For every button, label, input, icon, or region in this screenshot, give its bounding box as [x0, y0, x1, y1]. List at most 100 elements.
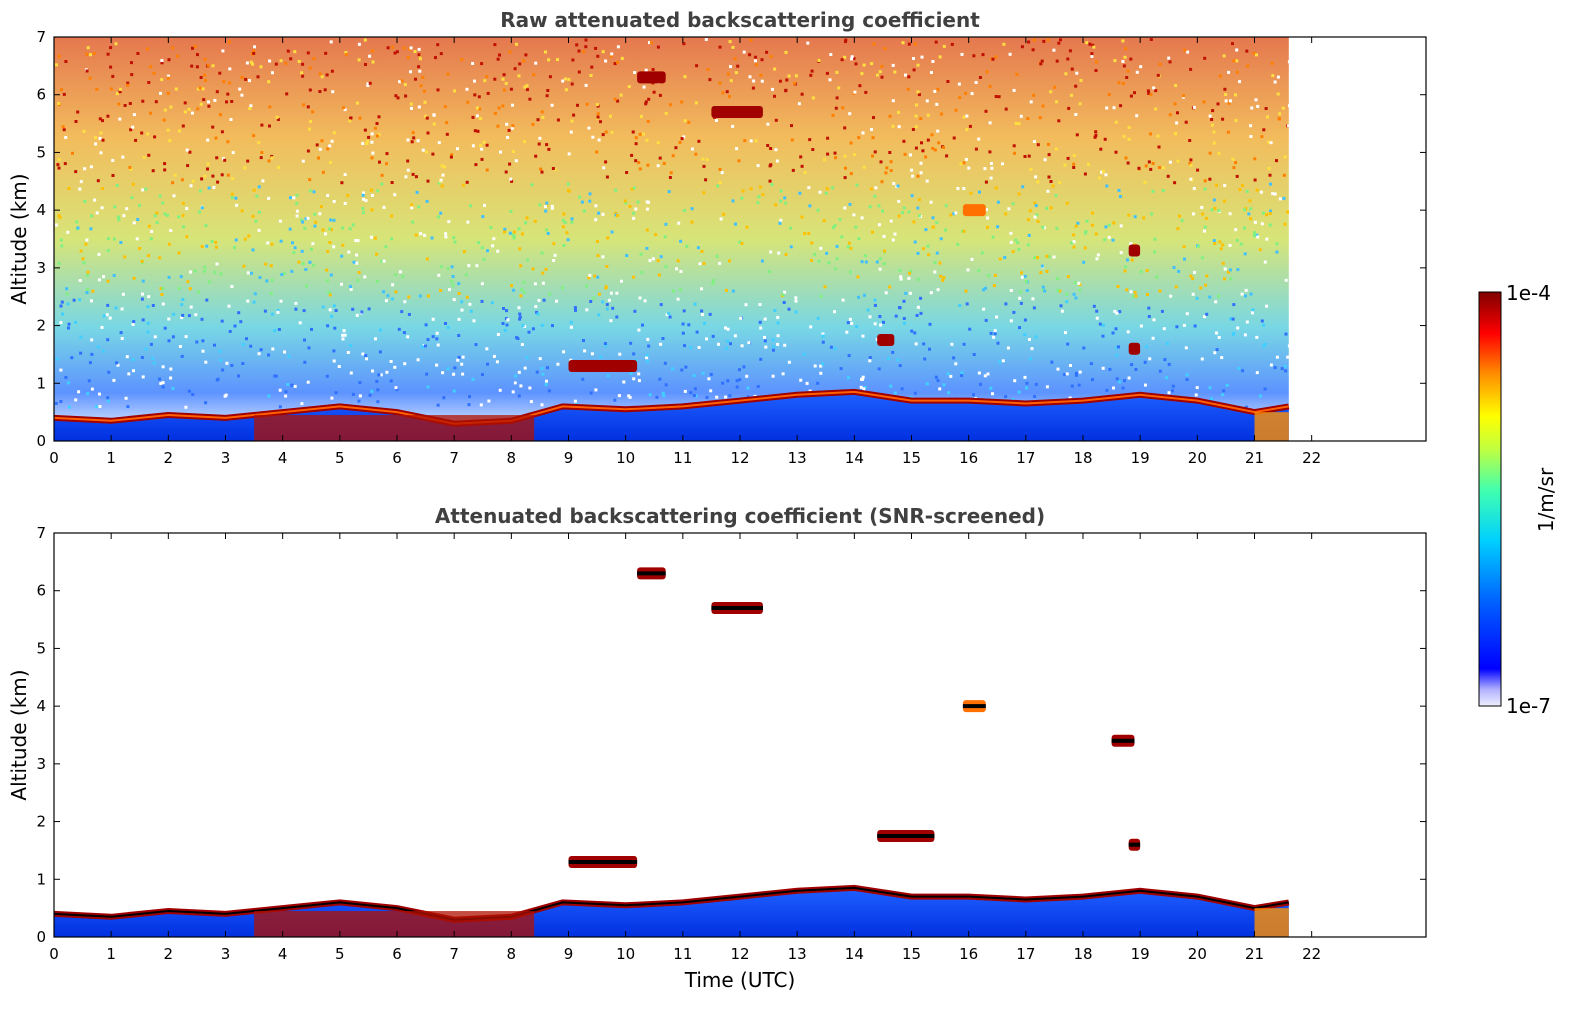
- x-tick-label: 0: [49, 945, 59, 963]
- x-tick-label: 3: [221, 945, 231, 963]
- x-tick-label: 14: [845, 945, 864, 963]
- cloud-feature: [877, 334, 895, 346]
- y-tick-label: 0: [36, 432, 46, 450]
- x-tick-label: 15: [902, 945, 921, 963]
- x-tick-label: 11: [673, 449, 692, 467]
- noise-speckle: [54, 38, 1291, 410]
- y-tick-label: 4: [36, 697, 46, 715]
- colorbar: 1e-4 1e-7 1/m/sr: [1478, 281, 1558, 718]
- residual-layer: [254, 911, 535, 937]
- x-tick-label: 10: [616, 945, 635, 963]
- x-tick-label: 2: [164, 449, 174, 467]
- cloud-feature: [1128, 342, 1141, 355]
- y-tick-label: 5: [36, 143, 46, 161]
- x-tick-label: 18: [1073, 449, 1092, 467]
- cloud-feature: [711, 106, 763, 118]
- x-tick-label: 19: [1131, 449, 1150, 467]
- y-tick-label: 2: [36, 813, 46, 831]
- cloud-core: [877, 834, 935, 838]
- heatmap-field: [53, 567, 1290, 937]
- y-ticks: 0 1 2 3 4 5 6 7: [36, 524, 1426, 946]
- x-tick-label: 3: [221, 449, 231, 467]
- x-axis-label: Time (UTC): [684, 968, 796, 992]
- cloud-feature: [1128, 244, 1141, 257]
- boundary-layer-edge: [53, 390, 1289, 425]
- x-tick-label: 8: [507, 449, 517, 467]
- x-tick-label: 11: [673, 945, 692, 963]
- x-tick-label: 19: [1131, 945, 1150, 963]
- y-tick-label: 2: [36, 317, 46, 335]
- cloud-core: [711, 606, 763, 610]
- x-tick-label: 13: [788, 945, 807, 963]
- panel-raw: Raw attenuated backscattering coefficien…: [7, 8, 1427, 467]
- y-axis-label: Altitude (km): [7, 173, 31, 304]
- x-tick-label: 0: [49, 449, 59, 467]
- x-tick-label: 1: [106, 449, 116, 467]
- x-tick-label: 21: [1245, 945, 1264, 963]
- x-tick-label: 6: [392, 449, 402, 467]
- panel-title: Raw attenuated backscattering coefficien…: [500, 8, 980, 32]
- boundary-layer-edge: [53, 886, 1289, 921]
- cloud-core: [962, 704, 986, 709]
- x-tick-label: 21: [1245, 449, 1264, 467]
- x-tick-label: 22: [1302, 449, 1321, 467]
- panel-screened: Attenuated backscattering coefficient (S…: [7, 504, 1427, 992]
- y-tick-label: 3: [36, 755, 46, 773]
- x-tick-label: 10: [616, 449, 635, 467]
- y-tick-label: 6: [36, 86, 46, 104]
- y-tick-label: 4: [36, 201, 46, 219]
- x-tick-label: 8: [507, 945, 517, 963]
- x-tick-label: 20: [1188, 449, 1207, 467]
- y-tick-label: 7: [36, 28, 46, 46]
- x-tick-label: 16: [959, 449, 978, 467]
- colorbar-gradient: [1478, 291, 1502, 707]
- x-tick-label: 20: [1188, 945, 1207, 963]
- cloud-feature: [962, 204, 986, 217]
- cloud-feature: [568, 360, 638, 372]
- y-axis-label: Altitude (km): [7, 669, 31, 800]
- x-tick-label: 4: [278, 945, 288, 963]
- x-tick-label: 16: [959, 945, 978, 963]
- x-ticks: 0 1 2 3 4 5 6 7 8 9 10 11 12 13 14 15 16 17 18 19 20 21 22: [49, 533, 1321, 963]
- y-ticks: 0 1 2 3 4 5 6 7: [36, 28, 1426, 450]
- x-tick-label: 12: [730, 449, 749, 467]
- evening-layer: [1254, 412, 1289, 441]
- y-tick-label: 3: [36, 259, 46, 277]
- x-tick-label: 15: [902, 449, 921, 467]
- x-tick-label: 9: [564, 449, 574, 467]
- cloud-core: [637, 571, 666, 576]
- residual-layer: [254, 415, 535, 441]
- x-tick-label: 7: [449, 945, 459, 963]
- x-tick-label: 14: [845, 449, 864, 467]
- y-tick-label: 1: [36, 870, 46, 888]
- y-tick-label: 7: [36, 524, 46, 542]
- x-tick-label: 12: [730, 945, 749, 963]
- colorbar-max-label: 1e-4: [1506, 281, 1551, 305]
- x-tick-label: 22: [1302, 945, 1321, 963]
- x-tick-label: 17: [1016, 449, 1035, 467]
- cloud-core: [1111, 738, 1135, 743]
- cloud-core: [568, 860, 638, 864]
- x-tick-label: 5: [335, 945, 345, 963]
- colorbar-unit-label: 1/m/sr: [1534, 467, 1558, 532]
- x-tick-label: 5: [335, 449, 345, 467]
- y-tick-label: 0: [36, 928, 46, 946]
- x-tick-label: 1: [106, 945, 116, 963]
- y-tick-label: 5: [36, 639, 46, 657]
- cloud-feature: [637, 71, 666, 84]
- x-tick-label: 9: [564, 945, 574, 963]
- x-tick-label: 6: [392, 945, 402, 963]
- cloud-core: [1128, 842, 1141, 847]
- evening-layer: [1254, 908, 1289, 937]
- colorbar-min-label: 1e-7: [1506, 694, 1551, 718]
- x-tick-label: 17: [1016, 945, 1035, 963]
- x-tick-label: 18: [1073, 945, 1092, 963]
- heatmap-field: [53, 37, 1291, 441]
- y-tick-label: 1: [36, 374, 46, 392]
- panel-title: Attenuated backscattering coefficient (S…: [435, 504, 1045, 528]
- x-tick-label: 2: [164, 945, 174, 963]
- y-tick-label: 6: [36, 582, 46, 600]
- x-tick-label: 13: [788, 449, 807, 467]
